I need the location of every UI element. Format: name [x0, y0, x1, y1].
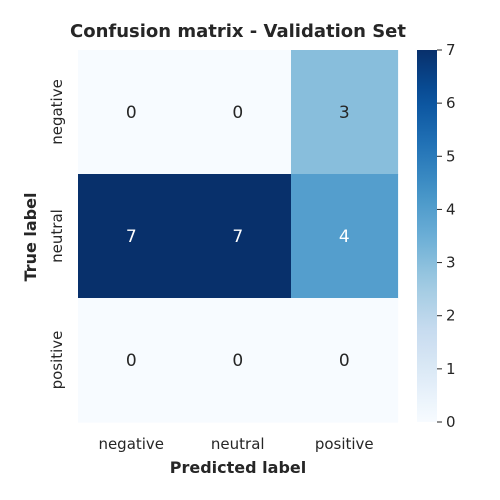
heatmap-cell: [184, 50, 292, 175]
cell-value-label: 0: [126, 351, 137, 371]
colorbar-tick-label: 3: [446, 254, 456, 272]
y-tick-label: neutral: [48, 209, 66, 263]
cell-value-label: 4: [339, 227, 350, 247]
colorbar-tick-label: 6: [446, 94, 456, 112]
x-axis-label: Predicted label: [170, 458, 306, 477]
colorbar-tick-label: 2: [446, 307, 456, 325]
colorbar-tick-label: 4: [446, 200, 456, 218]
cell-value-label: 7: [126, 227, 137, 247]
heatmap-cell: [78, 298, 186, 423]
x-tick-labels: negative neutral positive: [98, 435, 373, 453]
colorbar: [417, 50, 437, 422]
y-tick-label: negative: [48, 79, 66, 145]
heatmap-cell: [78, 174, 186, 299]
colorbar-ticks: 0 1 2 3 4 5 6 7: [437, 41, 456, 431]
x-tick-label: positive: [315, 435, 374, 453]
colorbar-tick-label: 1: [446, 360, 456, 378]
y-tick-label: positive: [48, 331, 66, 390]
heatmap-cell: [291, 50, 399, 175]
cell-value-label: 0: [232, 351, 243, 371]
x-tick-label: neutral: [211, 435, 265, 453]
cell-value-label: 0: [126, 103, 137, 123]
colorbar-tick-label: 5: [446, 147, 456, 165]
heatmap-cell: [291, 298, 399, 423]
colorbar-tick-label: 0: [446, 413, 456, 431]
heatmap-cells: 0 0 3 7 7 4 0 0 0: [78, 50, 399, 423]
cell-value-label: 0: [232, 103, 243, 123]
heatmap-cell: [78, 50, 186, 175]
heatmap-cell: [291, 174, 399, 299]
y-tick-labels: negative neutral positive: [48, 79, 66, 389]
cell-value-label: 7: [232, 227, 243, 247]
heatmap-cell: [184, 174, 292, 299]
colorbar-tick-label: 7: [446, 41, 456, 59]
cell-value-label: 0: [339, 351, 350, 371]
heatmap-cell: [184, 298, 292, 423]
cell-value-label: 3: [339, 103, 350, 123]
y-axis-label: True label: [21, 193, 40, 282]
chart-title: Confusion matrix - Validation Set: [70, 21, 406, 42]
x-tick-label: negative: [98, 435, 164, 453]
